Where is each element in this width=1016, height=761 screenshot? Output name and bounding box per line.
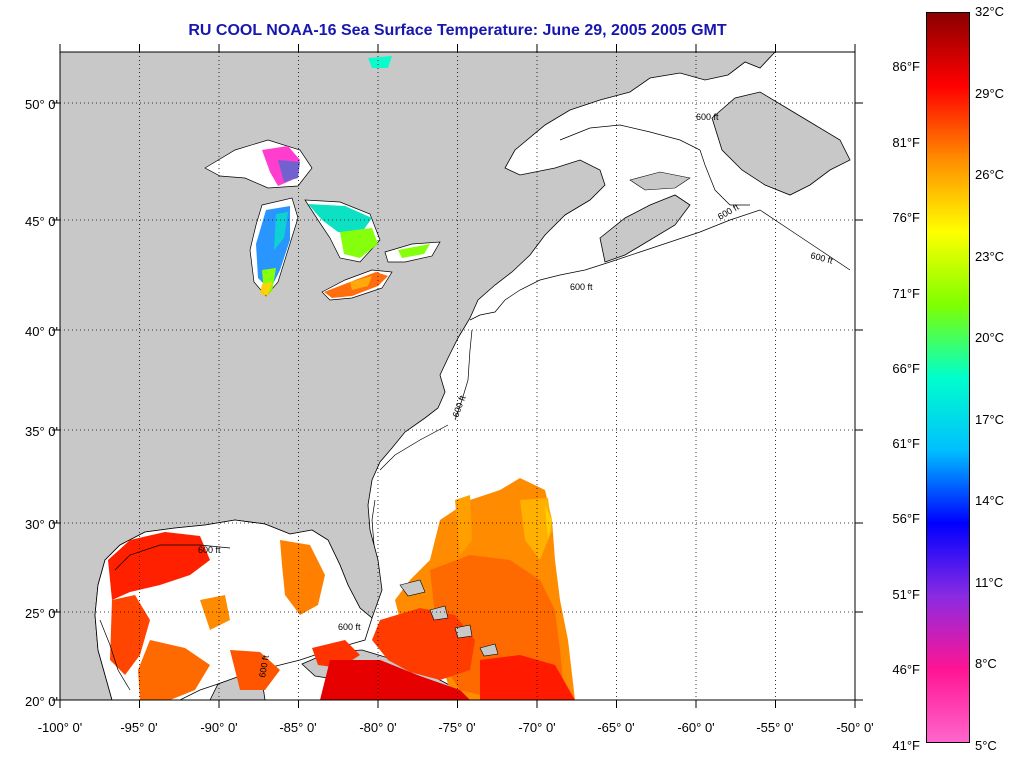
lon-label: -80° 0' (359, 720, 397, 735)
colorbar-celsius-label: 8°C (975, 656, 997, 671)
contour-600ft (99, 124, 851, 691)
lat-label: 35° 0' (25, 424, 58, 439)
contour-label: 600 ft (570, 282, 593, 292)
colorbar-fahrenheit-label: 51°F (892, 587, 920, 602)
bahamas-islands (399, 579, 499, 657)
lon-label: -60° 0' (677, 720, 715, 735)
colorbar-celsius-label: 29°C (975, 86, 1005, 101)
colorbar-fahrenheit-label: 81°F (892, 135, 920, 150)
lon-label: -75° 0' (438, 720, 476, 735)
lat-label: 30° 0' (25, 517, 58, 532)
colorbar-fahrenheit-label: 71°F (892, 286, 920, 301)
atlantic-sst (320, 478, 575, 700)
lat-label: 50° 0' (25, 97, 58, 112)
lon-label: -85° 0' (279, 720, 317, 735)
colorbar-fahrenheit-label: 46°F (892, 662, 920, 677)
colorbar-celsius-label: 20°C (975, 330, 1005, 345)
land-anticosti (629, 171, 691, 191)
lon-label: -70° 0' (518, 720, 556, 735)
map-title: RU COOL NOAA-16 Sea Surface Temperature:… (188, 22, 727, 39)
land-newfoundland (711, 91, 851, 196)
graticule (60, 52, 855, 700)
colorbar-celsius-label: 17°C (975, 412, 1005, 427)
lon-label: -55° 0' (756, 720, 794, 735)
lon-label: -50° 0' (836, 720, 874, 735)
colorbar-celsius-label: 11°C (975, 575, 1004, 590)
colorbar-celsius-label: 5°C (975, 738, 997, 753)
lat-label: 45° 0' (25, 214, 58, 229)
temperature-colorbar (926, 12, 970, 743)
axis-ticks (52, 44, 863, 708)
lon-label: -95° 0' (120, 720, 158, 735)
contour-label: 600 ft (257, 654, 271, 678)
colorbar-celsius-label: 14°C (975, 493, 1005, 508)
colorbar-celsius-label: 23°C (975, 249, 1005, 264)
contour-label: 600 ft (696, 112, 719, 122)
colorbar-fahrenheit-label: 76°F (892, 210, 920, 225)
colorbar-fahrenheit-label: 56°F (892, 511, 920, 526)
colorbar-celsius-label: 32°C (975, 4, 1005, 19)
colorbar-fahrenheit-label: 41°F (892, 738, 920, 753)
lon-label: -90° 0' (200, 720, 238, 735)
lon-label: -65° 0' (597, 720, 635, 735)
lat-label: 25° 0' (25, 606, 58, 621)
colorbar-fahrenheit-label: 61°F (892, 436, 920, 451)
lat-label: 20° 0' (25, 694, 58, 709)
land-nova-scotia (599, 194, 691, 263)
contour-label: 600 ft (338, 622, 361, 632)
lake-sst (256, 56, 430, 298)
colorbar-celsius-label: 26°C (975, 167, 1005, 182)
colorbar-fahrenheit-label: 66°F (892, 361, 920, 376)
lon-label: -100° 0' (37, 720, 83, 735)
colorbar-fahrenheit-label: 86°F (892, 59, 920, 74)
contour-label: 600 ft (198, 545, 221, 555)
lat-label: 40° 0' (25, 324, 58, 339)
